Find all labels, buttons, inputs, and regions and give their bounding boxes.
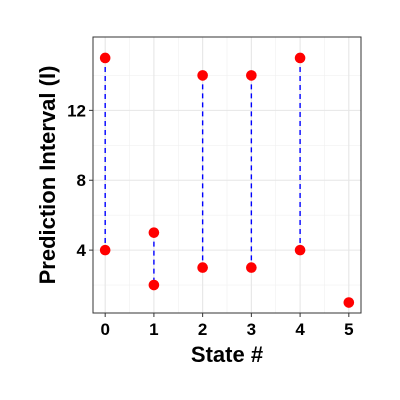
y-tick-label: 12 [67,101,86,120]
plot-border [92,36,362,314]
x-axis-ticks: 0 1 2 3 4 5 [100,313,354,339]
point-upper-state-4 [294,52,306,64]
y-axis-title: Prediction Interval (I) [35,66,60,285]
grid-minor [93,37,361,313]
point-upper-state-0 [99,52,111,64]
point-upper-state-5 [343,297,355,308]
point-lower-state-0 [99,244,111,256]
y-axis-ticks: 4 8 12 [67,101,93,260]
y-tick-label: 8 [77,171,86,190]
y-tick-label: 4 [77,241,87,260]
x-tick-label: 3 [247,320,256,339]
x-tick-label: 0 [100,320,109,339]
point-upper-state-1 [148,227,160,238]
x-axis-title: State # [191,342,263,367]
point-upper-state-2 [197,70,208,81]
x-tick-label: 1 [149,320,158,339]
x-tick-label: 4 [295,320,305,339]
x-tick-label: 5 [344,320,353,339]
point-lower-state-2 [197,262,208,273]
point-lower-state-3 [246,262,257,273]
point-upper-state-3 [246,70,257,81]
data-points [99,52,355,308]
point-lower-state-4 [294,244,306,256]
x-tick-label: 2 [198,320,207,339]
point-lower-state-1 [148,279,160,291]
